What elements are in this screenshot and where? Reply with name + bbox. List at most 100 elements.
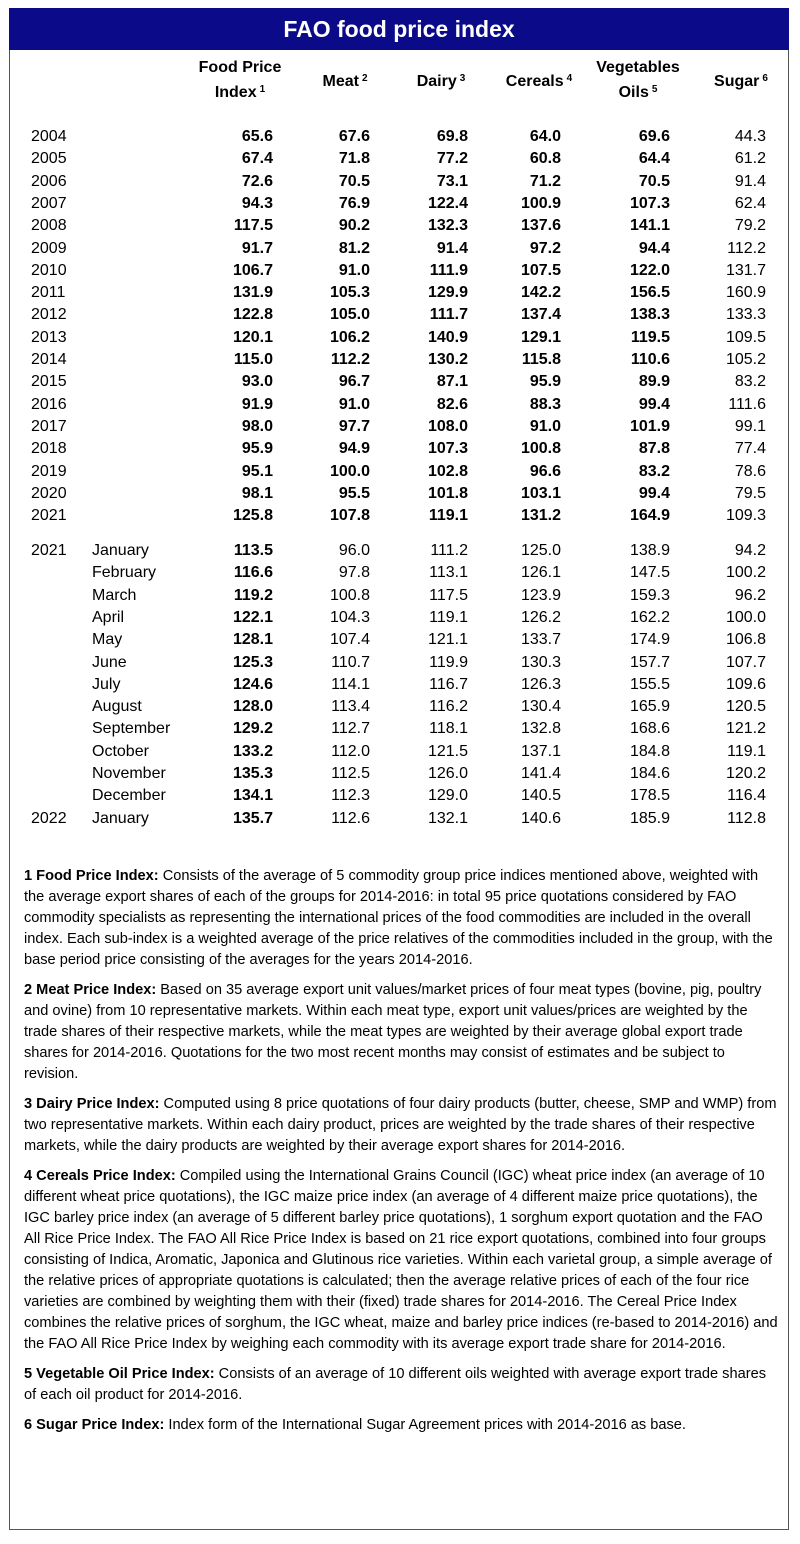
value: 126.0: [427, 765, 468, 782]
value: 119.5: [630, 328, 670, 346]
value: 113.5: [233, 542, 273, 559]
year: 2015: [31, 373, 67, 391]
value: 133.3: [725, 306, 766, 324]
value: 111.9: [429, 261, 468, 279]
value: 95.1: [241, 462, 273, 480]
header-text: Oils: [618, 84, 649, 101]
value: 104.3: [329, 608, 370, 626]
value: 126.2: [520, 608, 561, 626]
value: 122.4: [427, 194, 468, 212]
value: 107.8: [329, 507, 370, 525]
note-text: Consists of an average of 10 different o…: [24, 1366, 766, 1403]
year: 2008: [31, 217, 67, 235]
year: 2021: [31, 542, 67, 559]
value: 138.9: [629, 542, 670, 559]
value: 137.4: [520, 306, 561, 324]
value: 111.7: [429, 306, 468, 324]
value: 112.3: [331, 787, 370, 805]
header-text: Index: [214, 84, 257, 101]
value: 137.1: [520, 742, 561, 760]
value: 105.3: [329, 284, 370, 302]
month: December: [92, 787, 166, 805]
year: 2011: [31, 284, 66, 302]
note: 1 Food Price Index: Consists of the aver…: [24, 866, 782, 971]
value: 122.0: [629, 261, 670, 279]
value: 133.7: [520, 631, 561, 649]
value: 95.5: [338, 484, 370, 502]
value: 122.8: [232, 306, 273, 324]
value: 129.1: [520, 328, 561, 346]
year: 2004: [31, 128, 67, 145]
value: 140.9: [427, 328, 468, 346]
value: 65.6: [241, 128, 273, 145]
value: 125.8: [232, 507, 273, 525]
month: September: [92, 720, 171, 738]
value: 107.4: [329, 631, 370, 649]
month: January: [92, 542, 149, 559]
value: 91.4: [436, 239, 468, 257]
value: 94.4: [638, 239, 670, 257]
value: 132.1: [427, 809, 468, 827]
header-text: Dairy: [416, 73, 457, 90]
value: 61.2: [734, 150, 766, 168]
value: 141.1: [629, 217, 670, 235]
value: 109.6: [725, 675, 766, 693]
value: 111.2: [430, 542, 468, 559]
value: 78.6: [734, 462, 766, 480]
value: 147.5: [629, 564, 670, 582]
value: 155.5: [629, 675, 670, 693]
value: 109.5: [725, 328, 766, 346]
year: 2009: [31, 239, 67, 257]
footnote-ref: 5: [651, 84, 658, 95]
value: 97.8: [338, 564, 370, 582]
value: 109.3: [725, 507, 766, 525]
value: 105.2: [725, 351, 766, 368]
header-text: Cereals: [505, 73, 564, 90]
value: 119.2: [233, 586, 273, 604]
value: 60.8: [529, 150, 561, 168]
year: 2006: [31, 172, 67, 190]
value: 125.0: [520, 542, 561, 559]
value: 101.9: [629, 417, 670, 435]
value: 79.5: [734, 484, 766, 502]
value: 99.4: [638, 484, 670, 502]
value: 100.0: [725, 608, 766, 626]
value: 71.2: [529, 172, 561, 190]
value: 97.7: [338, 417, 370, 435]
value: 112.2: [727, 239, 766, 257]
value: 87.8: [638, 440, 670, 458]
note-text: Compiled using the International Grains …: [24, 1168, 778, 1352]
value: 174.9: [629, 631, 670, 649]
footnote-ref: 3: [459, 73, 466, 84]
value: 89.9: [638, 373, 670, 391]
value: 90.2: [338, 217, 370, 235]
year: 2010: [31, 261, 67, 279]
value: 44.3: [734, 128, 766, 145]
value: 71.8: [338, 150, 370, 168]
footnote-ref: 2: [361, 73, 368, 84]
value: 69.6: [638, 128, 670, 145]
column-header: Food Price Index 1: [199, 57, 282, 104]
value: 67.6: [338, 128, 370, 145]
value: 82.6: [436, 395, 468, 413]
column-header: Meat 2: [322, 68, 367, 93]
value: 112.5: [331, 765, 370, 782]
note: 6 Sugar Price Index: Index form of the I…: [24, 1415, 782, 1436]
note: 5 Vegetable Oil Price Index: Consists of…: [24, 1364, 782, 1406]
title: FAO food price index: [9, 8, 789, 50]
value: 120.2: [725, 765, 766, 782]
note: 2 Meat Price Index: Based on 35 average …: [24, 980, 782, 1085]
value: 94.2: [734, 542, 766, 559]
header-text: Food Price: [198, 59, 282, 76]
value: 106.2: [329, 328, 370, 346]
value: 96.2: [734, 586, 766, 604]
value: 165.9: [629, 698, 670, 716]
value: 125.3: [232, 653, 273, 671]
value: 96.0: [338, 542, 370, 559]
value: 98.1: [241, 484, 273, 502]
value: 118.1: [429, 720, 468, 738]
value: 102.8: [427, 462, 468, 480]
footnote-ref: 6: [762, 73, 768, 84]
value: 157.7: [629, 653, 670, 671]
value: 116.7: [429, 675, 468, 693]
